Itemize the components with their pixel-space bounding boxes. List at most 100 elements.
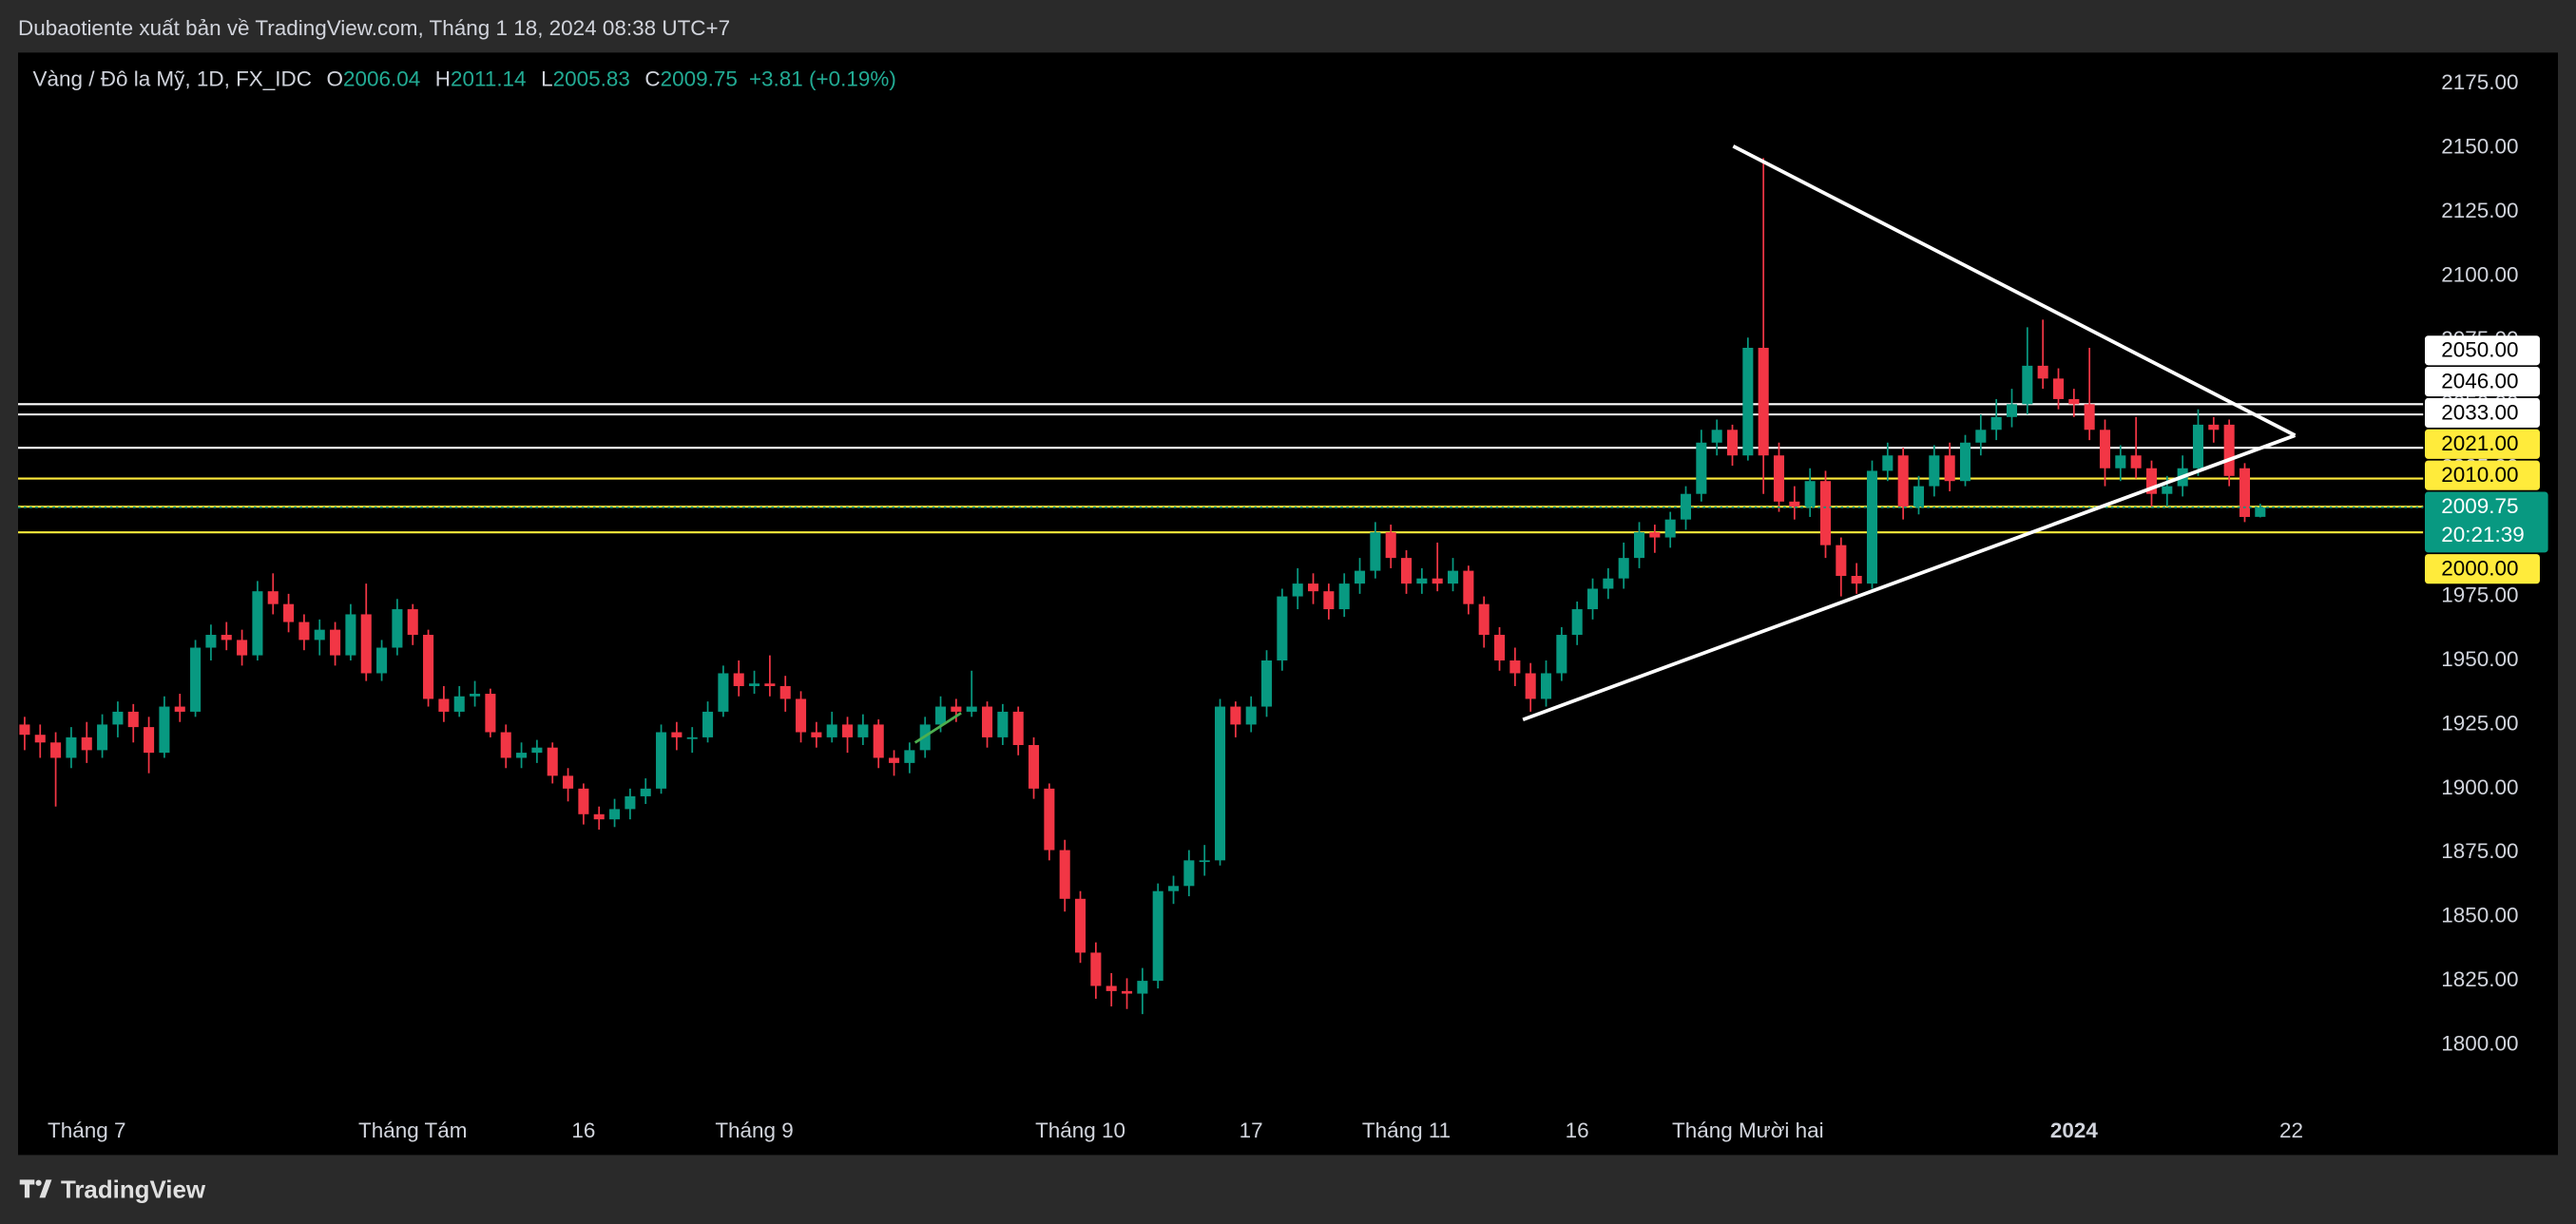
candle-body xyxy=(50,742,62,758)
candle-body xyxy=(1929,455,1940,487)
legend-key: C xyxy=(644,67,660,91)
candle-body xyxy=(935,706,947,725)
x-tick-label: 16 xyxy=(571,1119,595,1142)
candle-body xyxy=(1649,532,1661,538)
candle-body xyxy=(2223,424,2235,476)
candle-body xyxy=(1122,990,1133,994)
price-label-box xyxy=(2424,491,2548,553)
x-tick-label: Tháng Mười hai xyxy=(1672,1119,1824,1142)
plot xyxy=(18,158,2424,1015)
candle-body xyxy=(1726,430,1739,456)
y-tick-label: 2150.00 xyxy=(2441,135,2518,159)
candle-body xyxy=(1075,898,1086,953)
logo-dot xyxy=(35,1179,42,1186)
candle-body xyxy=(1959,442,1971,482)
candle-body xyxy=(733,673,744,686)
candle-body xyxy=(2099,430,2111,469)
legend-change: +3.81 (+0.19%) xyxy=(749,67,896,91)
candle-body xyxy=(578,788,589,814)
x-tick-label: 22 xyxy=(2279,1119,2303,1142)
legend-key: H xyxy=(435,67,451,91)
candle-body xyxy=(1696,442,1707,494)
candle-body xyxy=(1183,860,1195,887)
candle-body xyxy=(1105,985,1117,991)
trend-line xyxy=(913,712,962,744)
candle-body xyxy=(702,711,714,737)
candle-body xyxy=(2037,365,2048,379)
candle-body xyxy=(889,757,900,763)
candle-body xyxy=(531,747,543,754)
candle-body xyxy=(842,724,854,737)
candle-body xyxy=(2022,365,2033,405)
candle-body xyxy=(656,732,667,789)
candle-body xyxy=(1819,481,1832,545)
x-tick-label: Tháng Tám xyxy=(358,1119,467,1142)
level-label: 2046.00 xyxy=(2441,369,2518,392)
candle-body xyxy=(1742,347,1754,456)
candle-body xyxy=(376,647,388,674)
legend-key: O xyxy=(327,67,343,91)
candle-body xyxy=(2006,404,2018,417)
y-tick-label: 1900.00 xyxy=(2441,775,2518,799)
candle-body xyxy=(1354,570,1366,584)
x-tick-label: 2024 xyxy=(2050,1119,2098,1142)
candle-body xyxy=(345,614,356,656)
candle-body xyxy=(749,683,760,686)
candle-body xyxy=(1882,455,1894,471)
candle-body xyxy=(1012,711,1024,745)
legend-value: 2011.14 xyxy=(451,67,527,91)
candle-body xyxy=(951,706,962,712)
y-tick-label: 2125.00 xyxy=(2441,199,2518,222)
candle-body xyxy=(407,609,418,636)
candle-body xyxy=(1571,609,1583,636)
y-tick-label: 1850.00 xyxy=(2441,904,2518,928)
candle-body xyxy=(298,622,310,641)
candle-body xyxy=(1586,588,1599,610)
candle-body xyxy=(237,640,248,656)
candle-body xyxy=(997,711,1009,737)
drawings xyxy=(913,144,2297,744)
candle-body xyxy=(2145,468,2158,494)
candle-body xyxy=(1711,430,1722,443)
trend-line xyxy=(1522,433,2297,722)
candle-body xyxy=(516,753,528,758)
candle-body xyxy=(826,724,837,737)
candle-body xyxy=(1944,455,1955,482)
candle-body xyxy=(1913,486,1925,507)
legend-value: 2005.83 xyxy=(553,67,630,91)
candle-body xyxy=(1059,850,1070,899)
candle-body xyxy=(1230,706,1241,725)
candle-body xyxy=(593,813,605,820)
level-label-box xyxy=(2424,335,2540,366)
candle-body xyxy=(174,706,185,712)
publisher-line: Dubaotiente xuất bản về TradingView.com,… xyxy=(18,16,730,40)
candle-body xyxy=(796,698,807,733)
candle-body xyxy=(718,673,729,712)
candle-body xyxy=(2192,424,2204,469)
brand-logo xyxy=(19,1179,52,1198)
legend: Vàng / Đô la Mỹ, 1D, FX_IDC O2006.04 H2011… xyxy=(33,67,896,91)
candle-body xyxy=(1432,578,1443,584)
x-tick-label: Tháng 9 xyxy=(715,1119,793,1142)
y-tick-label: 1875.00 xyxy=(2441,839,2518,863)
candle-body xyxy=(1493,635,1506,660)
candle-body xyxy=(1385,532,1396,559)
candle-body xyxy=(453,696,465,712)
candle-body xyxy=(1261,660,1273,707)
brand-name: TradingView xyxy=(61,1176,206,1203)
y-tick-label: 1800.00 xyxy=(2441,1031,2518,1055)
candle-body xyxy=(1866,470,1878,584)
y-tick-label: 2100.00 xyxy=(2441,262,2518,286)
candle-body xyxy=(19,724,30,736)
candle-body xyxy=(500,732,511,758)
level-label-box xyxy=(2424,429,2540,459)
candle-body xyxy=(686,736,698,739)
level-label-box xyxy=(2424,460,2540,490)
legend-key: L xyxy=(541,67,552,91)
chart-pane xyxy=(18,52,2558,1156)
level-label: 2010.00 xyxy=(2441,463,2518,487)
x-tick-label: 17 xyxy=(1240,1119,1263,1142)
candle-body xyxy=(966,706,977,712)
candle-body xyxy=(485,694,496,733)
